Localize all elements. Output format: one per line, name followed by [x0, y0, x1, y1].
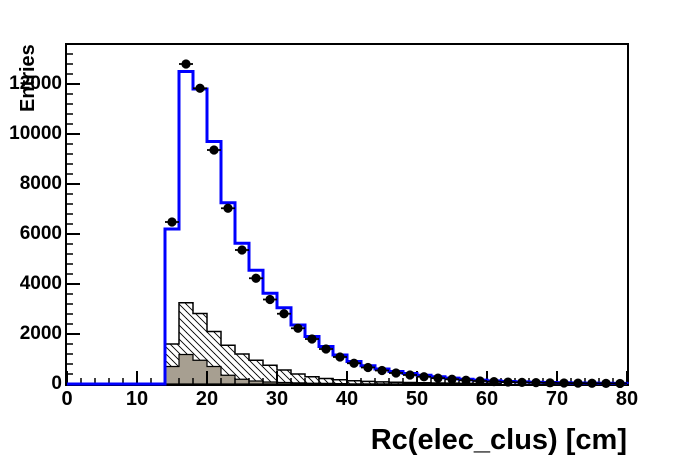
x-tick-label: 60 — [475, 388, 499, 410]
y-tick-label: 12000 — [9, 73, 62, 94]
x-tick-label: 0 — [61, 388, 73, 410]
y-axis-title: Entries — [17, 44, 39, 112]
y-tick-label: 0 — [51, 373, 62, 394]
y-tick-label: 2000 — [19, 323, 62, 344]
axis-ticks — [66, 53, 628, 385]
y-tick-label: 4000 — [19, 273, 62, 294]
x-tick-label: 80 — [615, 388, 639, 410]
y-tick-label: 10000 — [9, 123, 62, 144]
x-tick-label: 70 — [545, 388, 569, 410]
x-tick-label: 20 — [195, 388, 219, 410]
plot-area — [66, 53, 629, 389]
x-tick-label: 30 — [265, 388, 289, 410]
x-tick-label: 40 — [335, 388, 359, 410]
x-tick-label: 10 — [125, 388, 149, 410]
x-axis-title: Rc(elec_clus) [cm] — [370, 424, 627, 456]
y-tick-label: 8000 — [19, 173, 62, 194]
x-tick-label: 50 — [405, 388, 429, 410]
plot-frame — [65, 43, 629, 386]
data-points — [165, 59, 627, 389]
blue-step-histogram — [67, 70, 629, 386]
y-tick-label: 6000 — [19, 223, 62, 244]
